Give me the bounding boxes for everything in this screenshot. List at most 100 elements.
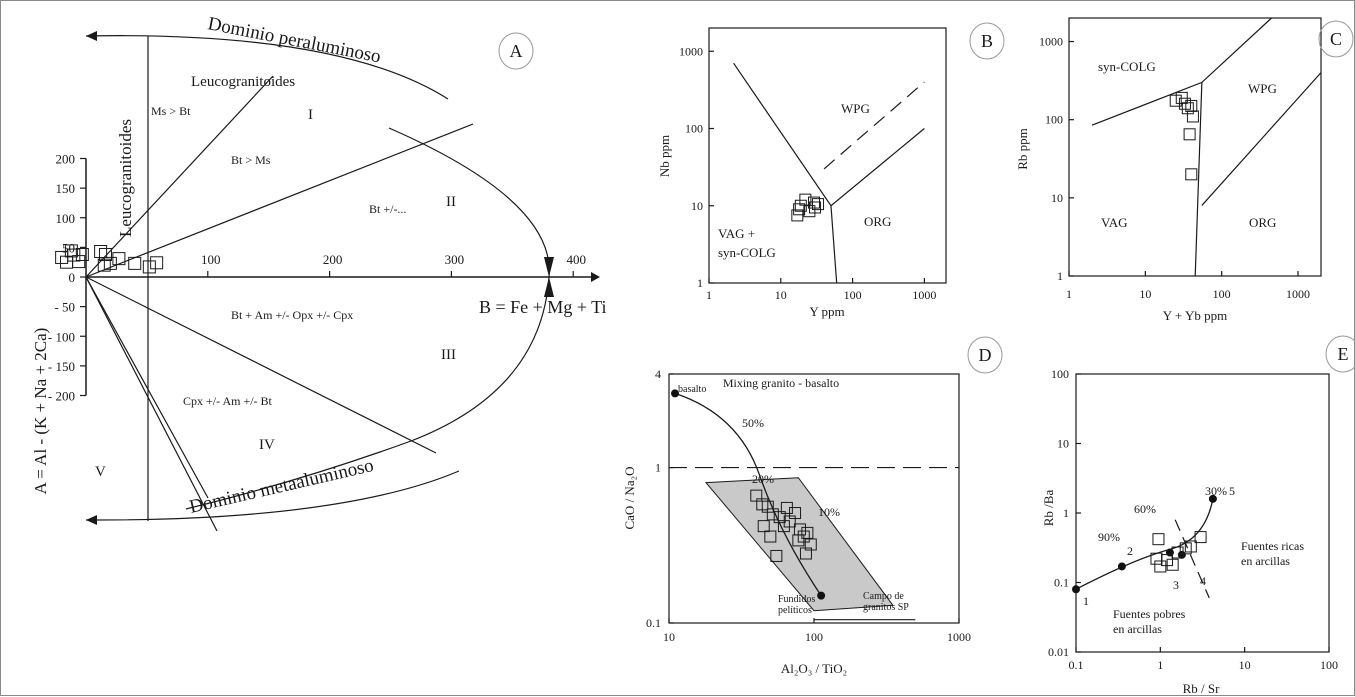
- panel-a-y-tick-label: 200: [56, 152, 76, 167]
- panel-d-y-tick-label: 0.1: [646, 616, 661, 630]
- panel-a-y-tick-label: - 50: [54, 300, 75, 315]
- panel-e-model-point: [1117, 562, 1126, 571]
- panel-a-leucogranitoides-label: Leucogranitoides: [116, 119, 135, 237]
- panel-b-syncolg-label: syn-COLG: [718, 245, 776, 260]
- panel-a-region-label: III: [441, 347, 456, 363]
- panel-b-vag-label: VAG +: [718, 226, 755, 241]
- panel-e-rich-label-2: en arcillas: [1241, 554, 1290, 568]
- panel-a-region-label: Leucogranitoides: [191, 74, 295, 90]
- panel-e-y-tick-label: 100: [1051, 367, 1069, 381]
- panel-e-dashed-boundary: [1174, 519, 1210, 599]
- panel-a-arrowhead-down: [544, 257, 554, 277]
- panel-a-y-tick-label: 0: [69, 270, 76, 285]
- panel-a-y-axis-title: A = Al - (K + Na + 2Ca): [31, 328, 50, 495]
- panel-a-x-arrow: [591, 272, 600, 282]
- panel-a-data-point: [75, 247, 89, 261]
- panel-c-x-tick-label: 10: [1139, 287, 1151, 301]
- panel-d-basalt-point: [671, 389, 680, 398]
- panel-e-poor-label-2: en arcillas: [1113, 622, 1162, 636]
- panel-a-region-label: Bt + Am +/- Opx +/- Cpx: [231, 308, 353, 322]
- panel-e-y-tick-label: 1: [1063, 506, 1069, 520]
- panel-e-point-number: 1: [1083, 594, 1089, 608]
- panel-d-x-tick-label: 10: [663, 630, 675, 644]
- panel-d-data-point: [764, 530, 777, 543]
- panel-e-90-label: 90%: [1098, 530, 1120, 544]
- panel-d-granite-field: [704, 477, 894, 612]
- panel-c-x-tick-label: 1000: [1286, 287, 1310, 301]
- panel-d-basalt-label: basalto: [678, 384, 706, 395]
- panel-a-top-arc: [85, 35, 449, 100]
- panel-c-y-tick-label: 1000: [1039, 35, 1063, 49]
- panel-c-y-axis-title: Rb ppm: [1015, 128, 1030, 170]
- panel-a-line-vi: [85, 276, 218, 532]
- panel-a-x-tick-label: 400: [566, 252, 586, 267]
- panel-e-y-tick-label: 10: [1057, 437, 1069, 451]
- panel-e-data-point: [1154, 560, 1167, 573]
- panel-a-data-point: [112, 252, 126, 266]
- panel-d-mixing-curve: [674, 392, 822, 596]
- panel-c-syncolg-label: syn-COLG: [1098, 59, 1156, 74]
- panel-e-model-point: [1072, 585, 1080, 594]
- panel-a-arrowhead-up: [544, 277, 554, 297]
- panel-a-top-arrow: [86, 31, 97, 41]
- panel-e-point-number: 5: [1229, 484, 1235, 498]
- panel-d-x-tick-label: 1000: [947, 630, 971, 644]
- panel-b-x-tick-label: 1: [706, 288, 712, 302]
- panel-c-wpg-label: WPG: [1248, 81, 1277, 96]
- panel-a-data-point: [128, 256, 142, 270]
- panel-c-data-point: [1183, 128, 1196, 141]
- panel-c-y-tick-label: 100: [1045, 113, 1063, 127]
- panel-a-data-point: [64, 244, 78, 258]
- panel-d-y-tick-label: 1: [655, 461, 661, 475]
- panel-a-data-point: [98, 247, 112, 261]
- panel-a-data-point: [72, 255, 86, 269]
- panel-a-bottom-arrow: [86, 515, 97, 525]
- panel-d-data-point: [792, 534, 805, 547]
- panel-d-data-point: [750, 489, 763, 502]
- panel-a-region-label: I: [308, 107, 313, 123]
- panel-d-x-axis-title: Al₂O₃ / TiO₂: [781, 661, 847, 676]
- panel-c-data-point: [1178, 97, 1191, 110]
- panel-d-data-point: [773, 511, 786, 524]
- panel-b-data-point: [791, 209, 804, 222]
- panel-a-y-tick-label: 100: [56, 211, 76, 226]
- panel-b-y-tick-label: 1: [697, 276, 703, 290]
- panel-b-boundary-lower: [830, 205, 838, 284]
- panel-a-data-point: [142, 260, 156, 274]
- panel-e-point-number: 3: [1173, 578, 1179, 592]
- panel-c-boundary-org: [1201, 72, 1322, 206]
- panel-a-bottom-arc: [85, 470, 460, 521]
- panel-c-org-label: ORG: [1249, 215, 1276, 230]
- panel-d-sp-label-2: granitos SP: [863, 602, 909, 613]
- panel-a-region-label: V: [95, 464, 106, 480]
- panel-a-letter: A: [510, 41, 523, 61]
- panel-e-poor-label-1: Fuentes pobres: [1113, 607, 1186, 621]
- panel-e-30-label: 30%: [1205, 484, 1227, 498]
- panel-d-pelitic-point: [817, 591, 826, 600]
- panel-b-x-tick-label: 100: [844, 288, 862, 302]
- panel-c-boundary-vertical: [1194, 82, 1203, 277]
- panel-b-x-tick-label: 1000: [912, 288, 936, 302]
- panel-a-x-tick-label: 300: [445, 252, 465, 267]
- panel-e-model-point: [1208, 494, 1217, 503]
- panel-e-y-axis-title: Rb /Ba: [1041, 490, 1056, 527]
- panel-a-data-point: [60, 255, 74, 269]
- panel-a-region-label: Bt +/-...: [369, 202, 406, 216]
- panel-b-x-tick-label: 10: [775, 288, 787, 302]
- panel-c-data-point: [1185, 168, 1198, 181]
- panel-d-data-point: [799, 547, 812, 560]
- panel-c-x-tick-label: 100: [1213, 287, 1231, 301]
- panel-a-line-v-vi: [85, 276, 209, 499]
- panel-a-data-point: [97, 258, 111, 272]
- panel-a-data-point: [55, 250, 69, 264]
- panel-b-y-tick-label: 100: [685, 122, 703, 136]
- panel-d-letter: D: [979, 345, 992, 365]
- panel-d-x-tick-label: 100: [805, 630, 823, 644]
- panel-a-data-point: [94, 245, 108, 259]
- panel-a-metaluminous-label: Dominio metaaluminoso: [187, 455, 375, 518]
- panel-d-sp-label-1: Campo de: [863, 591, 904, 602]
- panel-b-org-label: ORG: [864, 214, 891, 229]
- panel-c-letter-circle: [1318, 20, 1354, 58]
- panel-e-point-number: 2: [1127, 544, 1133, 558]
